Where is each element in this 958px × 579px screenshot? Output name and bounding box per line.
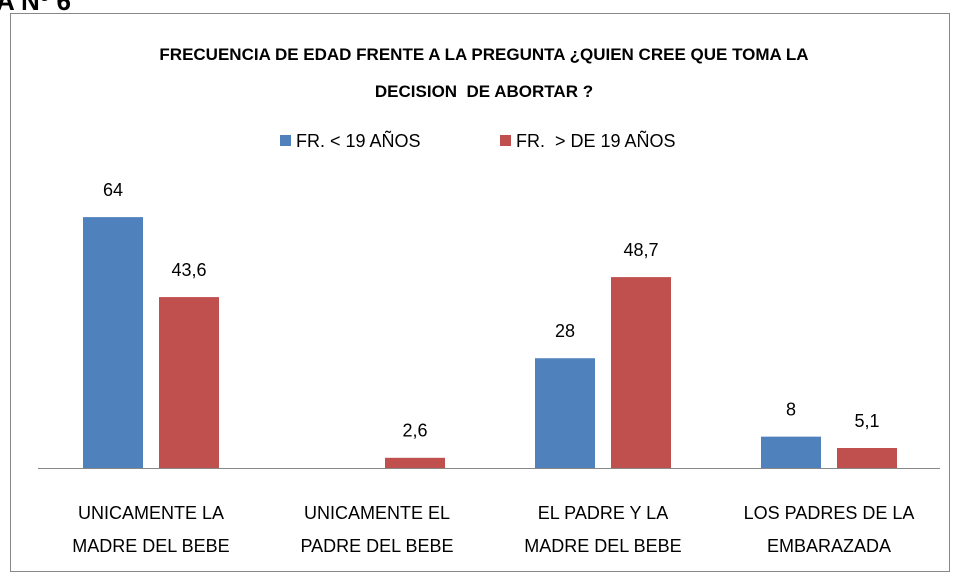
value-label: 43,6	[171, 260, 206, 280]
value-label: 8	[786, 399, 796, 419]
bar	[83, 217, 143, 468]
chart-frame	[10, 13, 950, 572]
value-label: 64	[103, 180, 123, 200]
bar	[761, 436, 821, 468]
x-tick-label: LOS PADRES DE LA EMBARAZADA	[743, 503, 915, 556]
x-tick-label: UNICAMENTE LA MADRE DEL BEBE	[72, 503, 230, 556]
x-tick-label: UNICAMENTE EL PADRE DEL BEBE	[300, 503, 454, 556]
bar	[385, 457, 445, 468]
legend-label: FR. < 19 AÑOS	[296, 130, 421, 151]
value-label: 5,1	[854, 411, 879, 431]
legend-swatch	[500, 135, 511, 146]
chart-title: FRECUENCIA DE EDAD FRENTE A LA PREGUNTA …	[159, 45, 814, 101]
value-label: 2,6	[402, 421, 427, 441]
x-tick-label: EL PADRE Y LA MADRE DEL BEBE	[524, 503, 682, 556]
heading: A Nº 6	[0, 0, 71, 16]
value-label: 28	[555, 321, 575, 341]
bar	[535, 358, 595, 468]
legend-swatch	[280, 135, 291, 146]
legend-label: FR. > DE 19 AÑOS	[516, 130, 676, 151]
bar	[837, 448, 897, 468]
bar	[611, 277, 671, 468]
bar	[159, 297, 219, 468]
value-label: 48,7	[623, 240, 658, 260]
